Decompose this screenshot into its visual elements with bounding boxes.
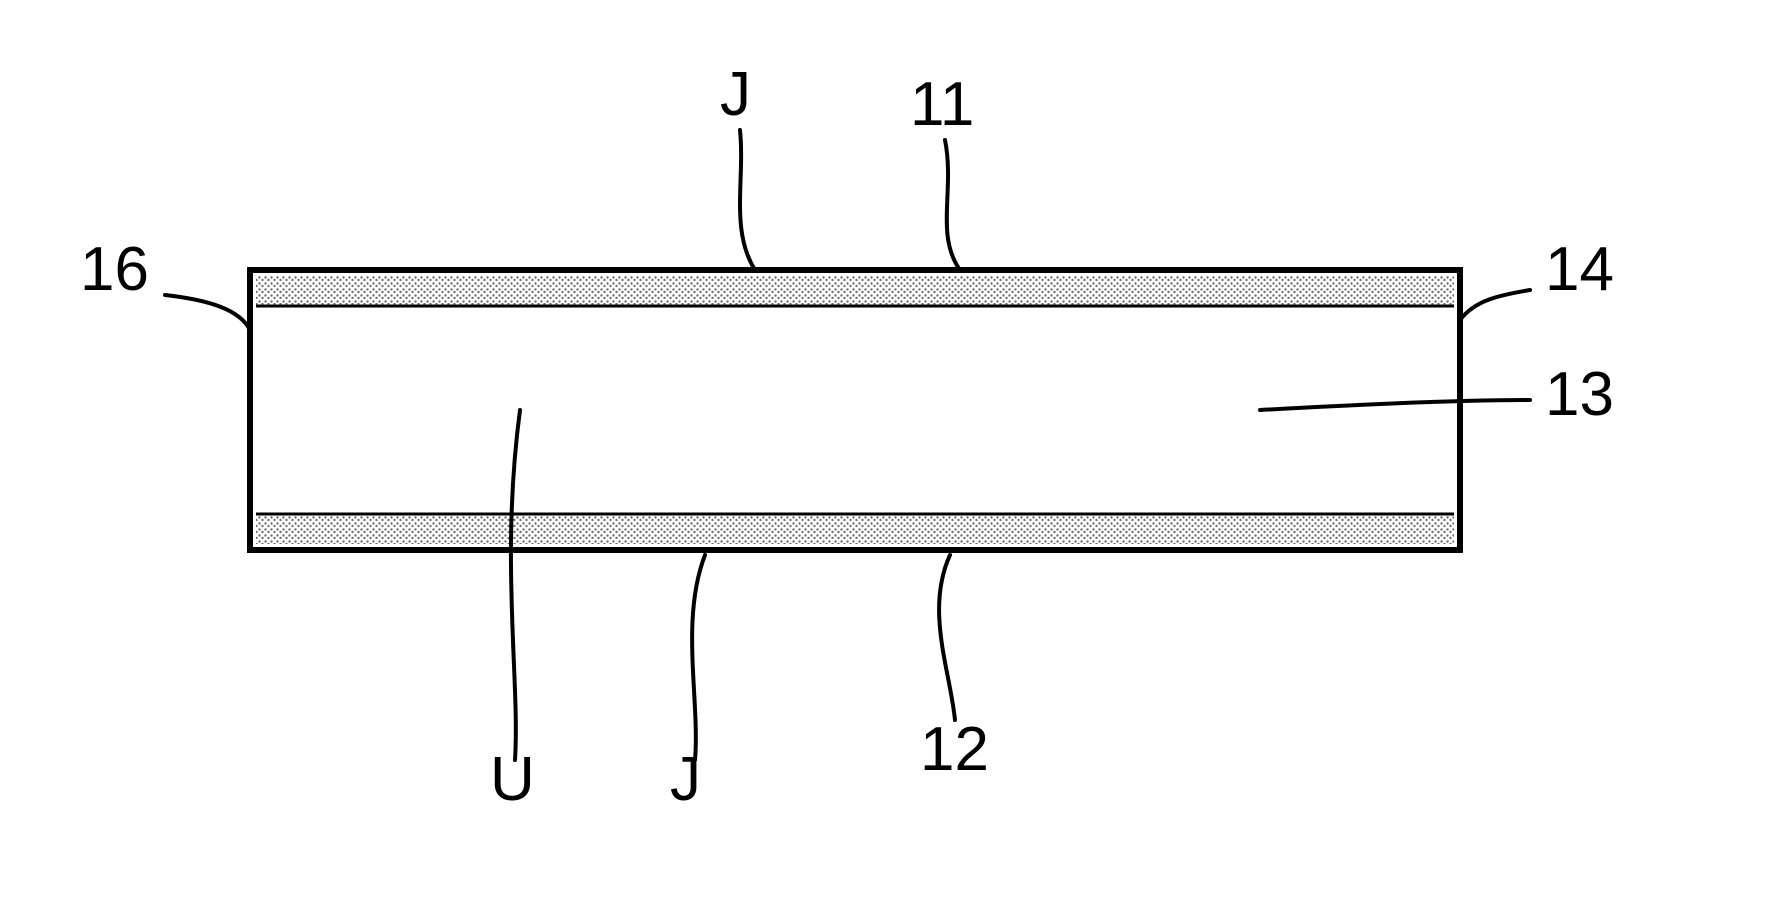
label-14: 14 — [1545, 235, 1614, 304]
label-J-bottom: J — [670, 745, 701, 814]
lead-11 — [945, 140, 960, 270]
label-U: U — [490, 745, 535, 814]
label-13: 13 — [1545, 360, 1614, 429]
lead-12 — [939, 555, 955, 720]
label-16: 16 — [80, 235, 149, 304]
label-12: 12 — [920, 715, 989, 784]
label-11: 11 — [910, 70, 974, 139]
lead-14 — [1460, 290, 1530, 320]
lead-J-top — [740, 130, 755, 270]
label-J-top: J — [720, 60, 751, 129]
lead-J-bottom — [692, 555, 705, 760]
bottom-stipple-band — [256, 514, 1454, 544]
cross-section-diagram: J 11 16 14 13 U J 12 — [0, 0, 1767, 901]
lead-16 — [165, 295, 250, 330]
top-stipple-band — [256, 276, 1454, 306]
